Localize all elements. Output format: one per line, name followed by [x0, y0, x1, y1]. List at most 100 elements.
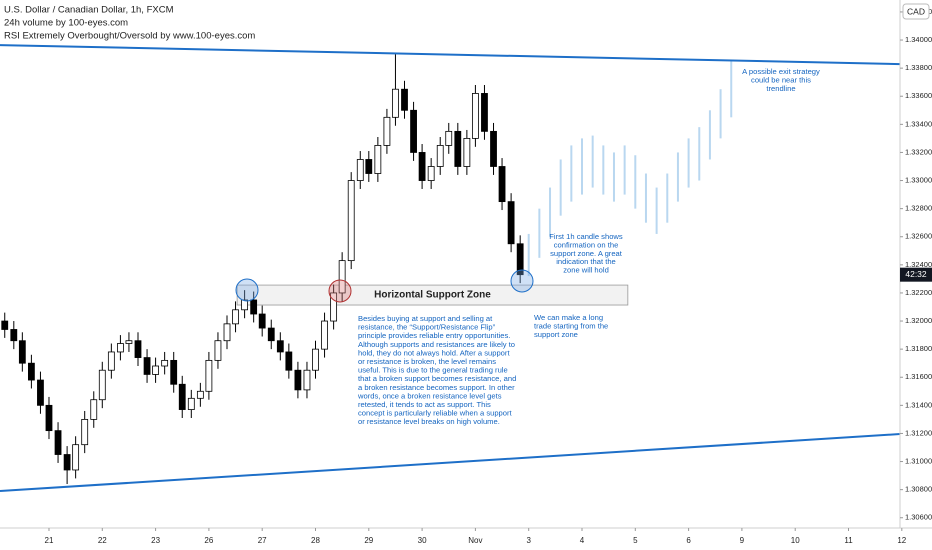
y-tick-label: 1.33600 — [905, 91, 932, 100]
candle-body — [161, 359, 169, 367]
candle-body — [383, 116, 391, 146]
candle-body — [90, 399, 98, 420]
highlight-circle — [328, 279, 352, 303]
candle-body — [507, 201, 515, 245]
annotation-text: indication that the — [556, 257, 616, 266]
y-tick-label: 1.32000 — [905, 316, 932, 325]
candle-body — [427, 166, 435, 181]
candle-body — [463, 137, 471, 167]
candle-body — [250, 299, 258, 315]
candle-body — [516, 243, 524, 276]
candle-body — [143, 357, 151, 375]
candle-body — [418, 152, 426, 181]
annotation-text: words, once a broken resistance level ge… — [357, 391, 502, 400]
candle-body — [374, 145, 382, 174]
y-tick-label: 1.33000 — [905, 176, 932, 185]
candle-body — [107, 351, 115, 371]
candle-body — [258, 313, 266, 329]
annotation-text: or resistance level breaks on high volum… — [358, 417, 500, 426]
y-tick-label: 1.31800 — [905, 344, 932, 353]
trendline — [0, 433, 901, 493]
candle-body — [347, 180, 355, 262]
x-tick-label: 28 — [311, 536, 320, 545]
candle-body — [81, 418, 89, 446]
candle-body — [72, 444, 80, 471]
y-tick-label: 1.30600 — [905, 513, 932, 522]
candle-body — [410, 109, 417, 153]
candle-body — [214, 340, 222, 361]
x-tick-label: 6 — [686, 536, 691, 545]
candle-body — [134, 340, 142, 358]
support-zone: Horizontal Support Zone — [236, 284, 629, 306]
candle-body — [294, 369, 302, 391]
currency-button[interactable] — [902, 3, 930, 20]
y-tick-label: 1.33400 — [905, 119, 932, 128]
y-tick-label: 1.33800 — [905, 63, 932, 72]
indicator-label: 24h volume by 100-eyes.com — [4, 18, 128, 29]
y-tick-label: 1.33200 — [905, 147, 932, 156]
annotation-text: hold, they do not always hold. After a s… — [358, 348, 510, 357]
candle-body — [10, 329, 18, 342]
candle-body — [481, 93, 488, 132]
annotation-text: support zone — [534, 330, 578, 339]
candle-body — [187, 397, 195, 410]
chart-title: U.S. Dollar / Canadian Dollar, 1h, FXCM — [4, 5, 174, 16]
candle-body — [152, 365, 159, 375]
candle-body — [196, 390, 204, 399]
annotation-text: retested, it tends to act as support. Th… — [358, 400, 491, 409]
annotation-text: or resistance is broken, the level remai… — [358, 357, 496, 366]
price-tag: 42:32 — [900, 267, 932, 282]
candle-body — [98, 369, 106, 401]
candle-body — [436, 145, 444, 167]
annotation-text: First 1h candle shows — [549, 232, 623, 241]
x-tick-label: 23 — [151, 536, 160, 545]
highlight-circle — [510, 269, 534, 293]
candle-body — [471, 93, 479, 139]
candle-body — [312, 348, 319, 371]
y-tick-label: 1.32600 — [905, 232, 932, 241]
candle-body — [45, 404, 53, 432]
candle-body — [178, 383, 186, 410]
candle-body — [321, 320, 328, 350]
candle-body — [445, 130, 453, 146]
y-tick-label: 1.32400 — [905, 260, 932, 269]
annotation-text: support zone. A great — [550, 249, 623, 258]
annotation-text: Although supports and resistances are li… — [358, 340, 515, 349]
annotation-text: We can make a long — [534, 313, 603, 322]
x-tick-label: 26 — [204, 536, 213, 545]
x-tick-label: 11 — [844, 536, 853, 545]
candle-body — [365, 159, 373, 174]
x-tick-label: 29 — [364, 536, 373, 545]
x-tick-label: 4 — [580, 536, 585, 545]
y-tick-label: 1.31000 — [905, 457, 932, 466]
candle-body — [54, 430, 62, 455]
candle-body — [330, 292, 338, 322]
currency-label[interactable]: CAD — [907, 6, 925, 16]
candle-body — [338, 260, 346, 294]
annotation-text: confirmation on the — [554, 240, 619, 249]
annotation-text: could be near this — [751, 76, 811, 85]
candle-body — [117, 343, 124, 353]
candle-body — [490, 130, 497, 167]
candle-body — [37, 379, 44, 406]
x-tick-label: Nov — [468, 536, 482, 545]
candle-body — [454, 130, 462, 167]
candle-body — [18, 340, 26, 364]
candle-body — [303, 369, 311, 391]
candle-body — [27, 362, 35, 381]
annotation-text: principle provides reliable entry opport… — [358, 331, 510, 340]
x-tick-label: 10 — [791, 536, 800, 545]
highlight-circle — [235, 278, 259, 302]
annotation-text: resistance, the “Support/Resistance Flip… — [358, 323, 496, 332]
candle-body — [1, 320, 9, 330]
candle-body — [392, 88, 399, 118]
candle-body — [232, 309, 239, 325]
x-tick-label: 12 — [897, 536, 906, 545]
candle-body — [276, 340, 284, 353]
y-tick-label: 1.31400 — [905, 400, 932, 409]
marks — [0, 44, 901, 493]
annotation-text: that a broken support becomes resistance… — [358, 374, 516, 383]
